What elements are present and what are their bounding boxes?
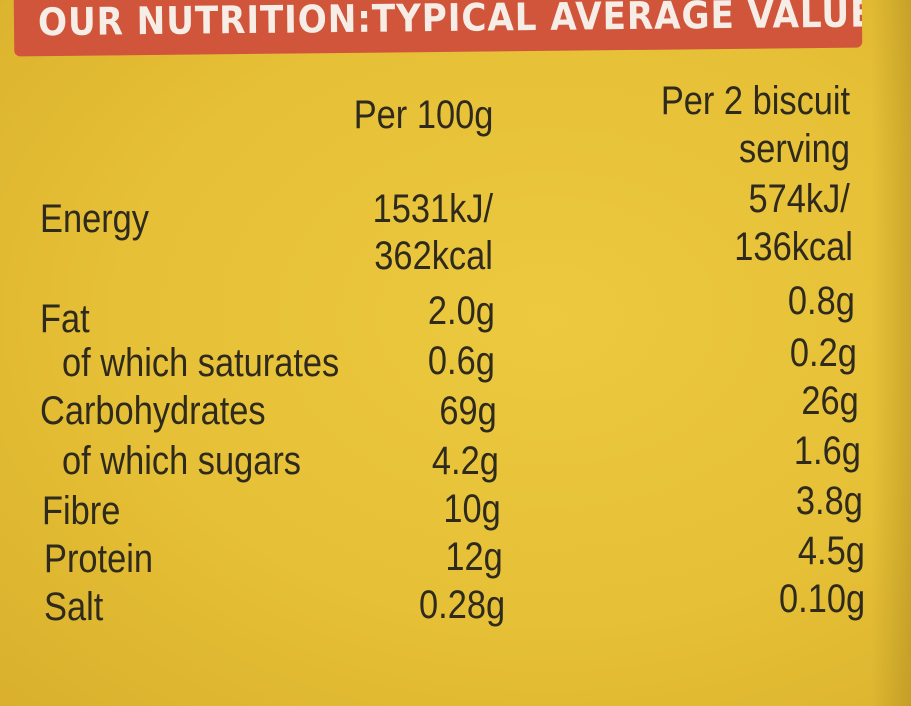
energy-per-100g-kcal: 362kcal bbox=[374, 234, 493, 278]
fat-per-serving: 0.8g bbox=[788, 279, 855, 323]
salt-per-serving: 0.10g bbox=[778, 577, 865, 621]
energy-per-serving-kj: 574kJ/ bbox=[748, 177, 850, 221]
carbohydrates-per-serving: 26g bbox=[801, 379, 859, 423]
row-label-fat: Fat bbox=[40, 297, 90, 341]
header-title: OUR NUTRITION:TYPICAL AVERAGE VALUES bbox=[37, 0, 863, 45]
saturates-per-serving: 0.2g bbox=[790, 331, 857, 375]
energy-per-serving-kcal: 136kcal bbox=[734, 225, 853, 269]
salt-per-100g: 0.28g bbox=[418, 583, 505, 627]
sugars-per-100g: 4.2g bbox=[432, 439, 499, 483]
fat-per-100g: 2.0g bbox=[428, 289, 495, 333]
row-label-carbohydrates: Carbohydrates bbox=[40, 389, 266, 433]
row-label-fibre: Fibre bbox=[42, 489, 121, 533]
fibre-per-serving: 3.8g bbox=[796, 479, 863, 523]
column-header-per-serving-line2: serving bbox=[739, 127, 850, 171]
row-label-sugars: of which sugars bbox=[62, 439, 302, 483]
package-edge-shadow bbox=[871, 0, 911, 706]
row-label-protein: Protein bbox=[44, 537, 154, 581]
protein-per-serving: 4.5g bbox=[798, 529, 865, 573]
protein-per-100g: 12g bbox=[445, 535, 503, 579]
carbohydrates-per-100g: 69g bbox=[439, 389, 497, 433]
saturates-per-100g: 0.6g bbox=[428, 339, 495, 383]
energy-per-100g-kj: 1531kJ/ bbox=[372, 187, 493, 231]
column-header-per-serving-line1: Per 2 biscuit bbox=[660, 79, 850, 123]
row-label-salt: Salt bbox=[44, 585, 104, 629]
fibre-per-100g: 10g bbox=[443, 487, 501, 531]
row-label-saturates: of which saturates bbox=[62, 341, 340, 385]
header-band: OUR NUTRITION:TYPICAL AVERAGE VALUES bbox=[13, 0, 863, 57]
column-header-per-100g: Per 100g bbox=[353, 93, 493, 137]
sugars-per-serving: 1.6g bbox=[794, 429, 861, 473]
row-label-energy: Energy bbox=[40, 197, 150, 241]
